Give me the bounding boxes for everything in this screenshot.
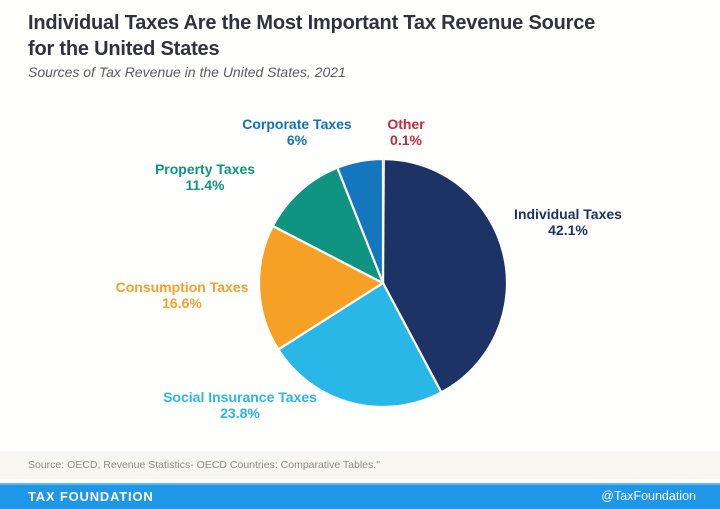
slice-label-individual-taxes: Individual Taxes 42.1% bbox=[514, 206, 622, 238]
slice-label-value: 42.1% bbox=[548, 222, 588, 238]
twitter-handle: @TaxFoundation bbox=[601, 489, 696, 503]
source-band bbox=[0, 451, 720, 479]
page-title: Individual Taxes Are the Most Important … bbox=[28, 10, 595, 62]
source-note: Source: OECD, Revenue Statistics- OECD C… bbox=[28, 459, 380, 471]
slice-label-value: 11.4% bbox=[185, 177, 225, 193]
slice-label-name: Corporate Taxes bbox=[242, 116, 352, 132]
pie-slice-individual-taxes bbox=[381, 157, 509, 394]
slice-label-name: Property Taxes bbox=[154, 161, 256, 177]
slice-label-social-insurance-taxes: Social Insurance Taxes 23.8% bbox=[163, 389, 317, 421]
footer-bar: TAX FOUNDATION @TaxFoundation bbox=[0, 483, 720, 509]
brand-wordmark: TAX FOUNDATION bbox=[28, 488, 154, 504]
slice-label-value: 23.8% bbox=[220, 405, 260, 421]
slice-label-name: Individual Taxes bbox=[514, 206, 622, 222]
page-title-line1: Individual Taxes Are the Most Important … bbox=[28, 12, 596, 34]
slice-label-name: Consumption Taxes bbox=[115, 279, 249, 295]
slice-label-value: 6% bbox=[286, 132, 308, 148]
slice-label-name: Other bbox=[387, 116, 425, 132]
slice-label-value: 16.6% bbox=[162, 295, 202, 311]
pie-slice-property-taxes bbox=[271, 166, 385, 285]
pie-slice-social-insurance-taxes bbox=[277, 281, 443, 409]
slice-label-corporate-taxes: Corporate Taxes 6% bbox=[242, 116, 351, 148]
slice-label-name: Social Insurance Taxes bbox=[163, 389, 317, 405]
pie-slice-consumption-taxes bbox=[257, 224, 385, 351]
pie-chart bbox=[257, 157, 509, 409]
slice-label-other: Other 0.1% bbox=[387, 116, 424, 148]
pie-slice-other bbox=[382, 158, 385, 284]
slice-label-property-taxes: Property Taxes 11.4% bbox=[155, 161, 255, 193]
slice-label-consumption-taxes: Consumption Taxes 16.6% bbox=[116, 279, 249, 311]
chart-subtitle: Sources of Tax Revenue in the United Sta… bbox=[28, 64, 346, 80]
page-title-line2: for the United States bbox=[28, 38, 220, 60]
slice-label-value: 0.1% bbox=[390, 132, 422, 148]
